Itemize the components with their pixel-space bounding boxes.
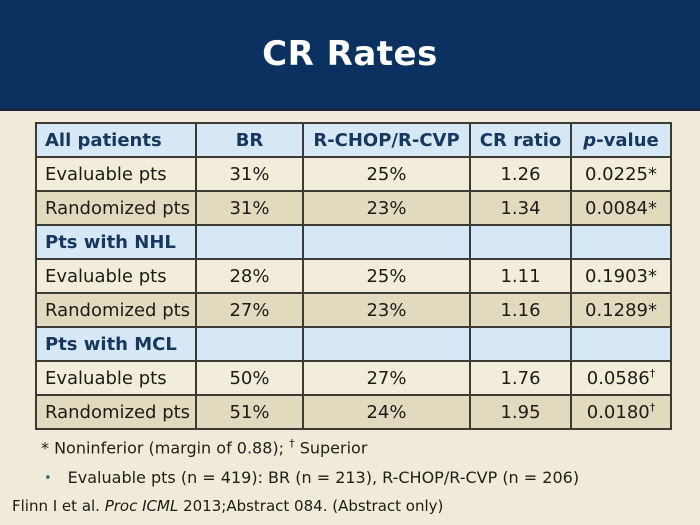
dagger-superscript: † — [649, 366, 656, 380]
cell-empty — [195, 224, 304, 260]
cell-cr-ratio: 1.34 — [469, 190, 572, 226]
cell-br: 50% — [195, 360, 304, 396]
cell-cr-ratio: 1.26 — [469, 156, 572, 192]
table-header-row: All patients BR R-CHOP/R-CVP CR ratio p-… — [35, 122, 672, 158]
cell-br: 28% — [195, 258, 304, 294]
bullet-note-text: Evaluable pts (n = 419): BR (n = 213), R… — [67, 468, 580, 487]
cell-empty — [195, 326, 304, 362]
citation-authors: Flinn I et al. — [12, 497, 105, 515]
bullet-note: • Evaluable pts (n = 419): BR (n = 213),… — [44, 468, 579, 487]
footnote-superior: Superior — [294, 438, 368, 458]
cell-rchop: 25% — [302, 156, 471, 192]
cell-p-value: 0.0225* — [570, 156, 672, 192]
title-band: CR Rates — [0, 0, 700, 111]
section-row-mcl: Pts with MCL — [35, 326, 672, 362]
cell-cr-ratio: 1.11 — [469, 258, 572, 294]
cell-cr-ratio: 1.16 — [469, 292, 572, 328]
table-row: Evaluable pts 28% 25% 1.11 0.1903* — [35, 258, 672, 294]
cell-empty — [469, 224, 572, 260]
cr-rates-table: All patients BR R-CHOP/R-CVP CR ratio p-… — [35, 122, 672, 430]
cell-rchop: 25% — [302, 258, 471, 294]
cell-rchop: 23% — [302, 190, 471, 226]
column-header-br: BR — [195, 122, 304, 158]
cell-label: Randomized pts — [35, 292, 197, 328]
cell-empty — [570, 224, 672, 260]
table-row: Randomized pts 51% 24% 1.95 0.0180† — [35, 394, 672, 430]
cell-br: 31% — [195, 190, 304, 226]
cell-cr-ratio: 1.76 — [469, 360, 572, 396]
page-title: CR Rates — [262, 34, 438, 74]
bullet-icon: • — [44, 471, 52, 486]
cell-p-value: 0.1903* — [570, 258, 672, 294]
cell-section-label: Pts with MCL — [35, 326, 197, 362]
dagger-superscript: † — [289, 437, 295, 450]
cell-br: 51% — [195, 394, 304, 430]
cell-label: Evaluable pts — [35, 360, 197, 396]
cell-br: 27% — [195, 292, 304, 328]
column-header-p-value: p-value — [570, 122, 672, 158]
column-header-cr-ratio: CR ratio — [469, 122, 572, 158]
cell-label: Evaluable pts — [35, 258, 197, 294]
cell-rchop: 24% — [302, 394, 471, 430]
cell-label: Randomized pts — [35, 190, 197, 226]
cell-empty — [469, 326, 572, 362]
cell-section-label: Pts with NHL — [35, 224, 197, 260]
cell-cr-ratio: 1.95 — [469, 394, 572, 430]
cell-label: Randomized pts — [35, 394, 197, 430]
footnote-significance: * Noninferior (margin of 0.88); † Superi… — [41, 437, 367, 457]
column-header-rchop-rcvp: R-CHOP/R-CVP — [302, 122, 471, 158]
table-row: Evaluable pts 50% 27% 1.76 0.0586† — [35, 360, 672, 396]
table-row: Evaluable pts 31% 25% 1.26 0.0225* — [35, 156, 672, 192]
citation-journal: Proc ICML — [104, 497, 179, 515]
cell-empty — [302, 224, 471, 260]
section-row-nhl: Pts with NHL — [35, 224, 672, 260]
cell-empty — [570, 326, 672, 362]
cell-p-value: 0.0586† — [570, 360, 672, 396]
cell-rchop: 27% — [302, 360, 471, 396]
citation-details: 2013;Abstract 084. (Abstract only) — [178, 497, 444, 515]
cell-rchop: 23% — [302, 292, 471, 328]
cell-p-value: 0.1289* — [570, 292, 672, 328]
cell-label: Evaluable pts — [35, 156, 197, 192]
cell-p-value: 0.0180† — [570, 394, 672, 430]
cell-empty — [302, 326, 471, 362]
cell-p-value: 0.0084* — [570, 190, 672, 226]
table-row: Randomized pts 31% 23% 1.34 0.0084* — [35, 190, 672, 226]
footnote-noninferior: * Noninferior (margin of 0.88); — [41, 438, 290, 458]
column-header-all-patients: All patients — [35, 122, 197, 158]
citation: Flinn I et al. Proc ICML 2013;Abstract 0… — [12, 497, 443, 515]
dagger-superscript: † — [649, 400, 656, 414]
p-value-rest: -value — [596, 129, 659, 151]
table-row: Randomized pts 27% 23% 1.16 0.1289* — [35, 292, 672, 328]
p-value-italic-p: p — [583, 129, 597, 151]
cell-br: 31% — [195, 156, 304, 192]
